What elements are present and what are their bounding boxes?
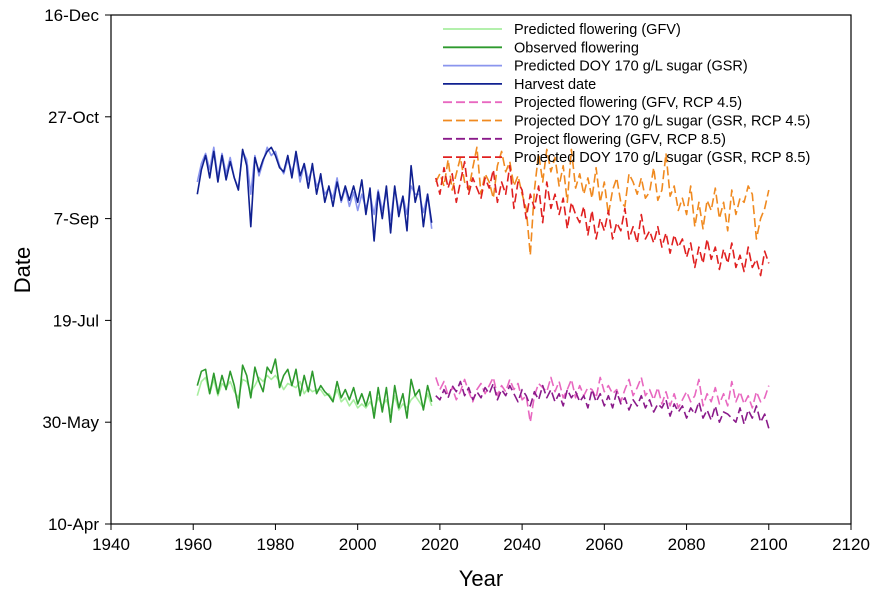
series-line-7: [435, 380, 770, 429]
series-line-5: [435, 376, 770, 424]
series-line-6: [435, 146, 770, 256]
x-axis-ticks: 1940 1960 1980 2000 2020 2040 2060 2080 2100 2120: [92, 524, 870, 554]
y-tick-label: 27-Oct: [48, 108, 99, 127]
y-tick-label: 19-Jul: [53, 311, 99, 330]
x-tick-label: 2080: [668, 535, 706, 554]
x-tick-label: 2060: [585, 535, 623, 554]
plot-frame: [110, 14, 852, 525]
legend-label: Projected flowering (GFV, RCP 4.5): [514, 95, 742, 111]
x-axis-title: Year: [459, 566, 503, 591]
series-line-8: [435, 160, 770, 277]
legend-label: Harvest date: [514, 77, 596, 93]
y-tick-label: 10-Apr: [48, 515, 99, 534]
legend-label: Projected DOY 170 g/L sugar (GSR, RCP 8.…: [514, 150, 810, 166]
legend-label: Predicted flowering (GFV): [514, 22, 681, 38]
series-layer: [196, 146, 770, 429]
x-tick-label: 2040: [503, 535, 541, 554]
legend-label: Observed flowering: [514, 40, 639, 56]
x-tick-label: 2000: [339, 535, 377, 554]
x-tick-label: 1960: [174, 535, 212, 554]
x-tick-label: 1940: [92, 535, 130, 554]
x-tick-label: 2120: [832, 535, 870, 554]
y-tick-label: 16-Dec: [44, 6, 99, 25]
legend-label: Project flowering (GFV, RCP 8.5): [514, 132, 726, 148]
y-axis-ticks: 10-Apr 30-May 19-Jul 7-Sep 27-Oct 16-Dec: [42, 6, 111, 534]
y-tick-label: 30-May: [42, 413, 99, 432]
series-line-4: [196, 146, 433, 242]
y-tick-label: 7-Sep: [54, 210, 99, 229]
legend: Predicted flowering (GFV) Observed flower…: [443, 22, 810, 166]
x-tick-label: 2100: [750, 535, 788, 554]
x-tick-label: 2020: [421, 535, 459, 554]
series-line-3: [196, 146, 433, 229]
legend-label: Projected DOY 170 g/L sugar (GSR, RCP 4.…: [514, 114, 810, 130]
x-tick-label: 1980: [257, 535, 295, 554]
y-axis-title: Date: [10, 247, 35, 293]
legend-label: Predicted DOY 170 g/L sugar (GSR): [514, 59, 748, 75]
series-line-2: [196, 358, 433, 424]
